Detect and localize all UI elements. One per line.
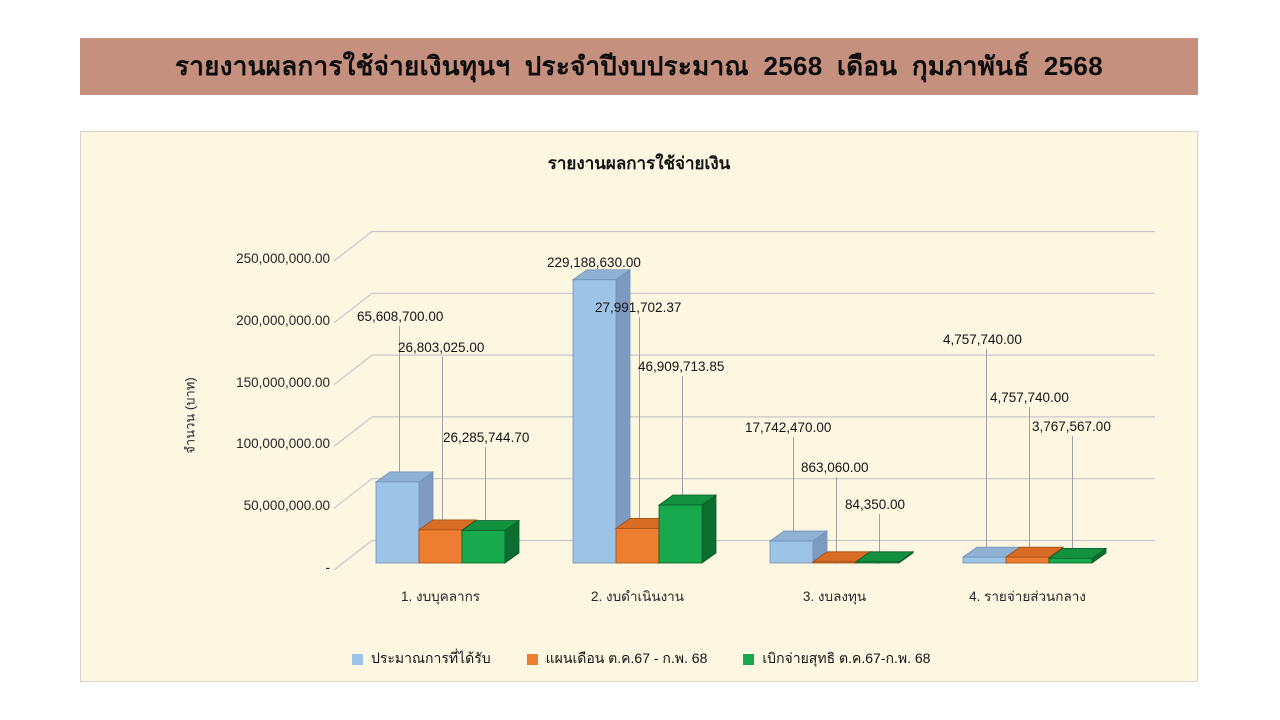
data-label: 3,767,567.00: [1032, 419, 1111, 434]
data-label: 65,608,700.00: [357, 309, 444, 324]
bar-s3-c4: [1048, 557, 1093, 564]
x-axis-category-label: 2. งบดำเนินงาน: [591, 589, 684, 604]
gridline-side-segment: [333, 416, 373, 447]
report-title-banner: รายงานผลการใช้จ่ายเงินทุนฯ ประจำปีงบประม…: [80, 38, 1198, 95]
bar-s3-c1: [461, 530, 506, 564]
legend-swatch-icon: [352, 653, 363, 665]
x-axis-category-label: 4. รายจ่ายส่วนกลาง: [969, 589, 1086, 604]
y-axis-tick-label: -: [325, 560, 331, 575]
x-axis-category-label: 3. งบลงทุน: [802, 589, 867, 604]
x-axis-category-label: 1. งบบุคลากร: [400, 589, 481, 604]
gridline-side-segment: [333, 231, 373, 262]
bar-s2-c2: [615, 528, 660, 564]
data-label: 4,757,740.00: [990, 390, 1069, 405]
bar-s3-c3: [855, 561, 900, 564]
legend-swatch-icon: [743, 653, 755, 665]
bar-s1-c3: [769, 540, 814, 564]
y-axis-tick-label: 200,000,000.00: [236, 312, 330, 328]
data-label: 84,350.00: [845, 497, 906, 512]
gridline-side-segment: [333, 354, 373, 386]
legend-swatch-icon: [526, 653, 538, 665]
report-title: รายงานผลการใช้จ่ายเงินทุนฯ ประจำปีงบประม…: [175, 51, 1103, 81]
y-axis-tick-label: 150,000,000.00: [236, 374, 330, 390]
y-axis-title: จำนวน (บาท): [182, 377, 198, 454]
data-label: 4,757,740.00: [943, 332, 1022, 347]
bar-s2-c4: [1005, 556, 1050, 564]
legend-item-series-3: เบิกจ่ายสุทธิ ต.ค.67-ก.พ. 68: [743, 648, 930, 670]
y-axis-tick-label: 100,000,000.00: [236, 436, 330, 452]
data-label: 17,742,470.00: [745, 420, 832, 435]
legend-item-series-2: แผนเดือน ต.ค.67 - ก.พ. 68: [526, 648, 708, 670]
bar-s1-c4: [962, 556, 1007, 564]
bar-s3-c2: [658, 504, 703, 564]
legend-item-series-1: ประมาณการที่ได้รับ: [352, 648, 491, 670]
bar-s1-c1: [375, 481, 420, 564]
gridline-side-segment: [333, 478, 373, 509]
gridline-side-segment: [333, 292, 373, 324]
data-label: 27,991,702.37: [595, 300, 682, 315]
bar-s2-c1: [418, 529, 463, 564]
gridline-side-segment: [333, 540, 373, 571]
chart-legend: ประมาณการที่ได้รับ แผนเดือน ต.ค.67 - ก.พ.…: [352, 648, 930, 670]
chart-title: รายงานผลการใช้จ่ายเงิน: [547, 154, 731, 173]
y-axis-tick-label: 250,000,000.00: [236, 251, 330, 266]
bar-s2-c3: [812, 561, 857, 564]
data-label: 26,803,025.00: [398, 340, 485, 355]
data-label: 863,060.00: [801, 460, 869, 475]
data-label: 46,909,713.85: [638, 359, 725, 374]
data-label: 229,188,630.00: [547, 255, 641, 270]
bar-side-s3-c2: [701, 494, 717, 564]
data-label: 26,285,744.70: [443, 430, 530, 445]
bar-s1-c2: [572, 279, 617, 564]
y-axis-tick-label: 50,000,000.00: [243, 498, 330, 514]
legend-label: แผนเดือน ต.ค.67 - ก.พ. 68: [545, 650, 708, 666]
legend-label: ประมาณการที่ได้รับ: [371, 650, 491, 666]
legend-label: เบิกจ่ายสุทธิ ต.ค.67-ก.พ. 68: [762, 650, 931, 666]
